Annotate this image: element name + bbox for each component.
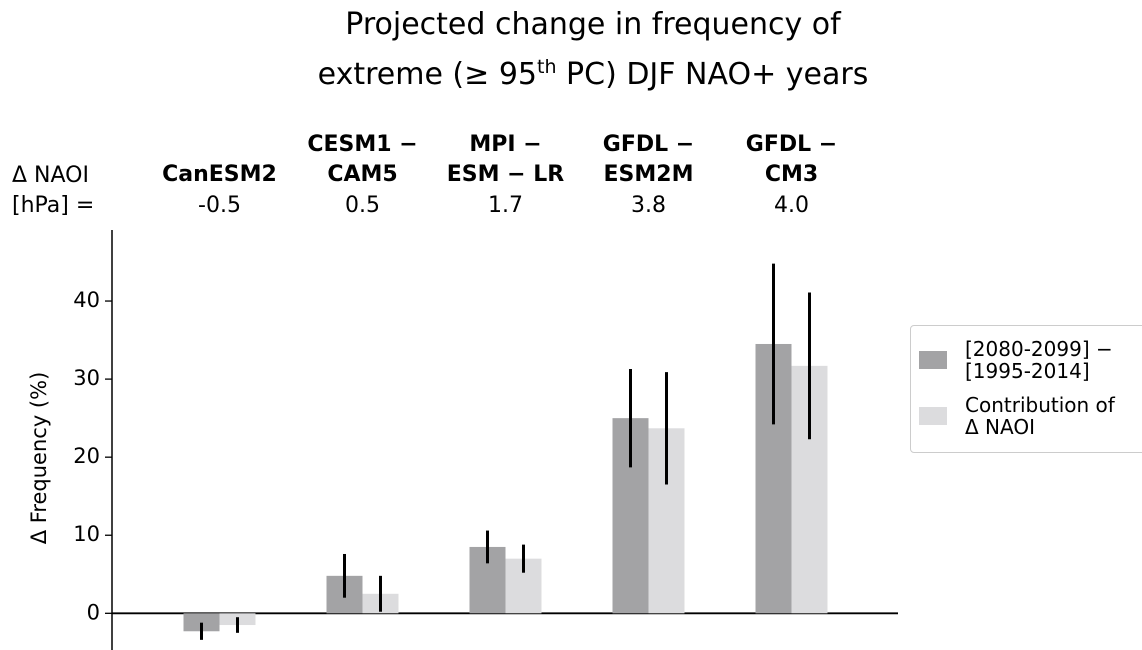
- y-tick-label: 40: [73, 288, 100, 312]
- category-label: GFDL − CM3: [745, 132, 838, 187]
- legend-swatch: [919, 407, 947, 425]
- y-tick-label: 20: [73, 444, 100, 468]
- title-line: Projected change in frequency of: [345, 7, 841, 42]
- title-sup: th: [537, 56, 557, 78]
- naoi-label: 0.5: [345, 193, 380, 218]
- category-label: CESM1 − CAM5: [307, 132, 418, 187]
- naoi-label: 4.0: [774, 193, 809, 218]
- title-part: PC) DJF NAO+ years: [556, 57, 869, 92]
- y-axis-label: Δ Frequency (%): [27, 372, 51, 545]
- title-part: extreme (≥ 95: [317, 57, 537, 92]
- title-line: extreme (≥ 95th PC) DJF NAO+ years: [0, 46, 1142, 96]
- y-tick-label: 0: [87, 600, 100, 624]
- bar: [183, 613, 220, 632]
- y-tick-label: 10: [73, 522, 100, 546]
- header-label: Δ NAOI [hPa] =: [12, 163, 95, 218]
- naoi-label: -0.5: [198, 193, 241, 218]
- legend: [2080-2099] − [1995-2014] Contribution of…: [910, 325, 1142, 453]
- naoi-label: 3.8: [631, 193, 666, 218]
- legend-label: [2080-2099] − [1995-2014]: [965, 337, 1113, 383]
- legend-label: Contribution of Δ NAOI: [965, 393, 1115, 439]
- category-label: GFDL − ESM2M: [602, 132, 695, 187]
- category-label: CanESM2: [162, 162, 277, 187]
- legend-swatch: [919, 351, 947, 369]
- naoi-label: 1.7: [488, 193, 523, 218]
- y-tick-label: 30: [73, 366, 100, 390]
- category-label: MPI − ESM − LR: [446, 132, 565, 187]
